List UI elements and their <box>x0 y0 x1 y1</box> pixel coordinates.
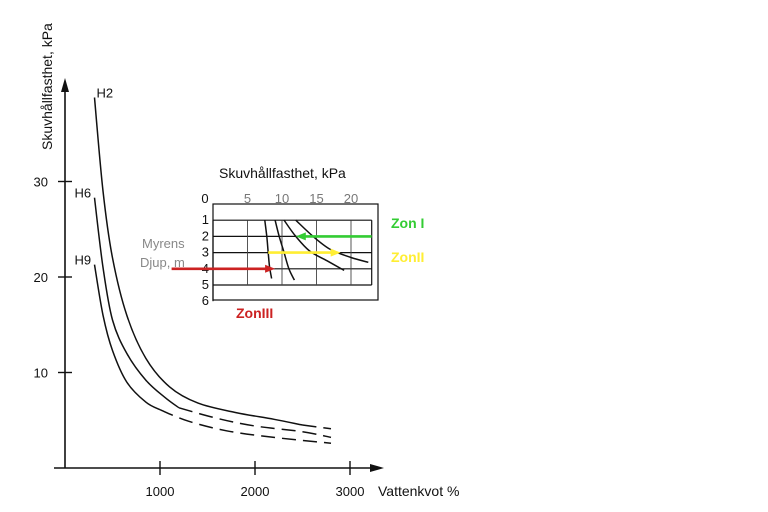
inset-y-tick-label: 3 <box>202 245 209 260</box>
inset-y-tick-label: 6 <box>202 293 209 308</box>
inset-curve-3 <box>283 219 345 272</box>
series-label-h9: H9 <box>74 253 91 268</box>
inset-title: Skuvhållfasthet, kPa <box>219 165 346 181</box>
series-label-h6: H6 <box>74 186 91 201</box>
series-label-h2: H2 <box>96 85 113 100</box>
main-x-tick-label: 1000 <box>146 484 175 499</box>
inset-x-tick-label: 0 <box>201 191 208 206</box>
inset-zones <box>171 232 372 273</box>
main-x-axis-arrow <box>370 464 384 472</box>
main-x-tick-label: 2000 <box>241 484 270 499</box>
zone-2-arrow-head <box>330 248 341 257</box>
inset-y-label-line-1: Myrens <box>142 236 185 251</box>
zone-1-label: Zon I <box>391 215 424 231</box>
inset-x-tick-label: 10 <box>275 191 289 206</box>
main-y-ticks: 10 20 30 <box>34 175 72 381</box>
main-curves <box>93 97 332 444</box>
zone-2-label: ZonII <box>391 249 424 265</box>
inset-x-tick-label: 5 <box>244 191 251 206</box>
inset-x-ticks: 0 5 10 15 20 <box>201 191 358 206</box>
inset-y-tick-label: 2 <box>202 228 209 243</box>
inset-curve-4 <box>295 219 369 264</box>
series-h2-dashed <box>302 424 332 430</box>
series-h9-solid <box>93 264 161 411</box>
main-y-axis-label: Skuvhållfasthet, kPa <box>39 23 55 150</box>
main-series-labels: H2 H6 H9 <box>74 85 113 267</box>
series-h6-solid <box>93 197 180 409</box>
main-x-axis-label: Vattenkvot % <box>378 483 459 499</box>
zone-3-arrow-head <box>265 264 276 273</box>
series-h6-dashed <box>178 407 332 439</box>
zone-1-arrow-head <box>295 232 306 241</box>
main-y-axis-arrow <box>61 78 69 92</box>
zone-3-label: ZonIII <box>236 305 273 321</box>
inset-y-tick-label: 5 <box>202 277 209 292</box>
main-y-tick-label: 10 <box>34 366 48 381</box>
main-x-ticks: 1000 2000 3000 <box>146 461 365 499</box>
inset-y-label-line-2: Djup, m <box>140 255 185 270</box>
main-x-tick-label: 3000 <box>336 484 365 499</box>
inset-x-tick-label: 20 <box>344 191 358 206</box>
main-y-tick-label: 30 <box>34 175 48 190</box>
inset-y-ticks: 123456 <box>202 212 209 308</box>
inset-y-tick-label: 1 <box>202 212 209 227</box>
main-y-tick-label: 20 <box>34 270 48 285</box>
series-h2-solid <box>93 97 303 426</box>
inset-x-tick-label: 15 <box>309 191 323 206</box>
series-h9-dashed <box>159 409 332 444</box>
inset-curve-2 <box>274 220 296 281</box>
